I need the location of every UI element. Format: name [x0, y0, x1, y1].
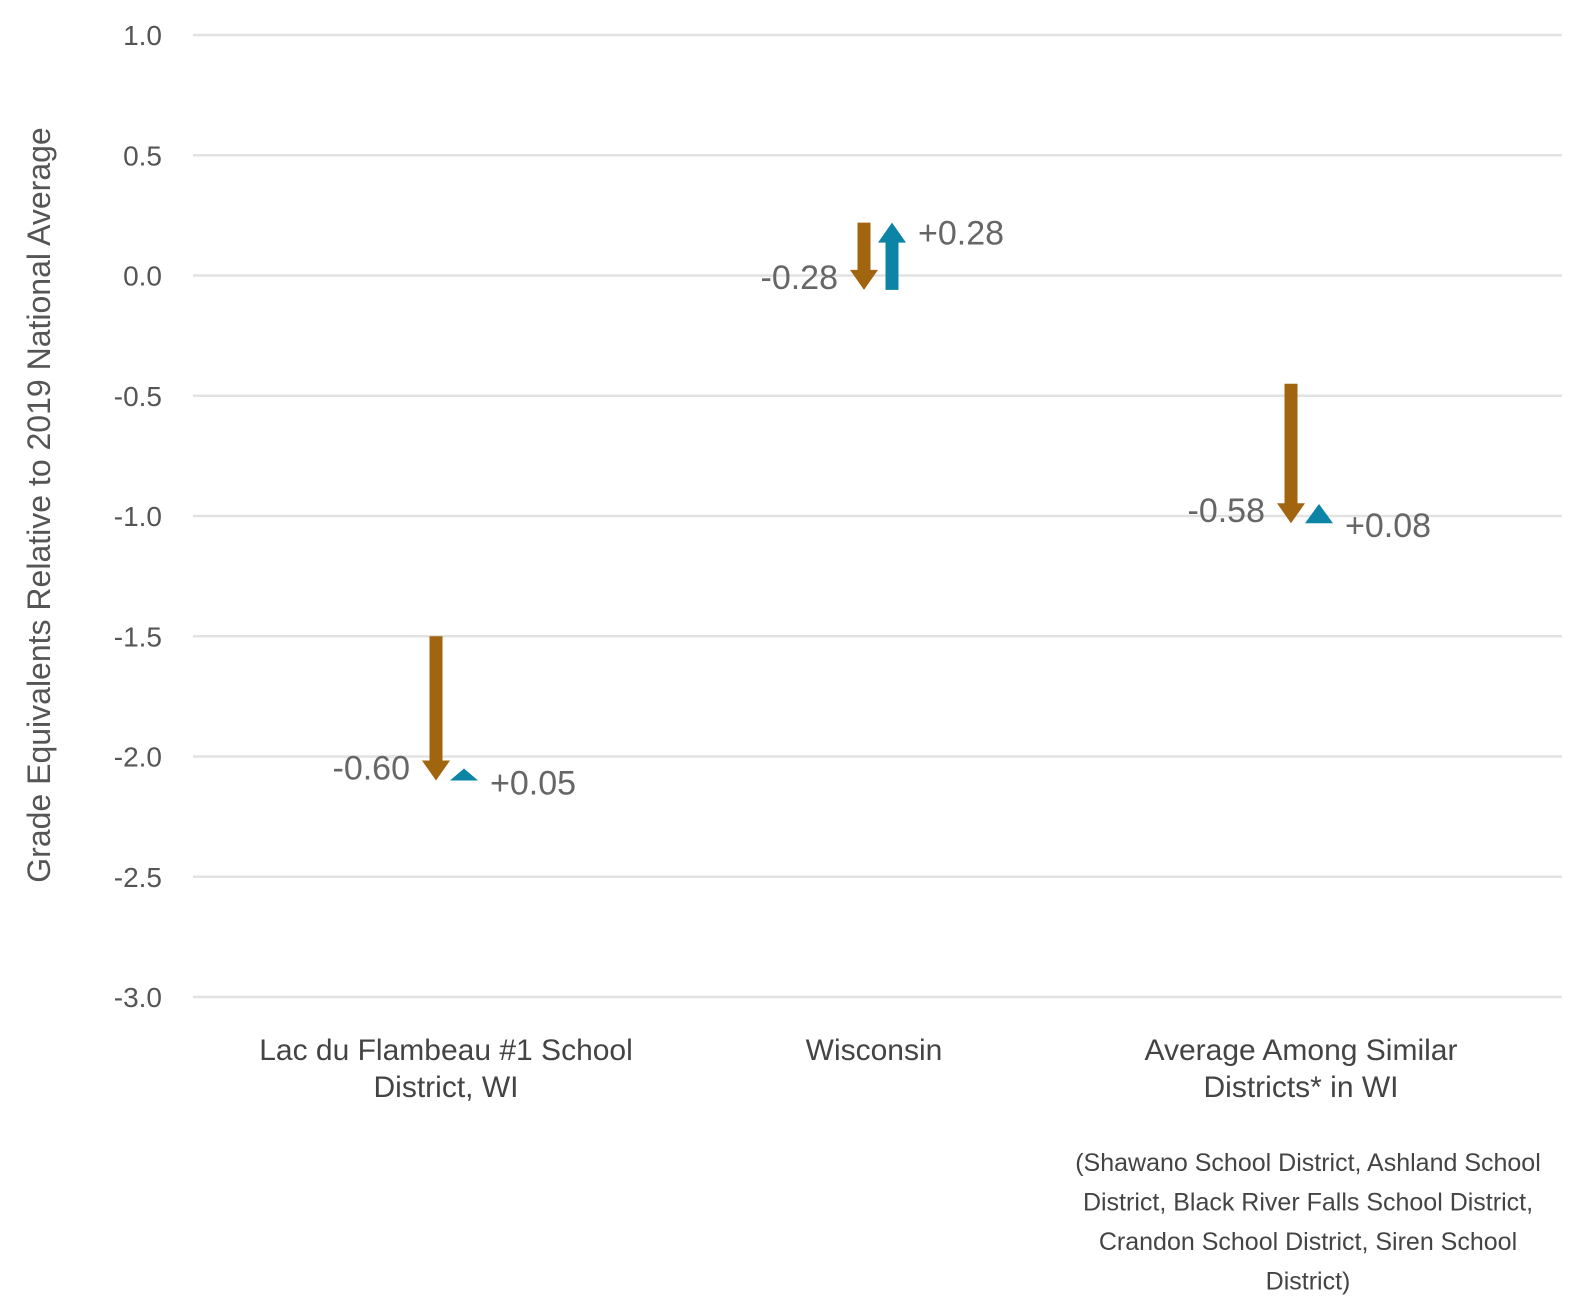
decline-label: -0.58 — [1188, 492, 1266, 530]
decline-arrow — [850, 222, 878, 290]
recovery-arrow — [1305, 503, 1333, 524]
data-labels: -0.60 +0.05 -0.28 +0.28 -0.58 +0.08 — [333, 215, 1432, 803]
recovery-label: +0.28 — [918, 215, 1004, 253]
y-axis-label: Grade Equivalents Relative to 2019 Natio… — [21, 127, 57, 882]
category-label: Wisconsin — [806, 1034, 943, 1067]
decline-label: -0.28 — [761, 259, 839, 297]
y-axis-ticks: 1.0 0.5 0.0 -0.5 -1.0 -1.5 -2.0 -2.5 -3.0 — [114, 20, 162, 1013]
category-label: Average Among Similar — [1145, 1034, 1458, 1067]
footnote-line: District, Black River Falls School Distr… — [1083, 1189, 1533, 1217]
category-label: District, WI — [374, 1071, 519, 1104]
arrows — [422, 222, 1333, 781]
y-tick-label: -3.0 — [114, 982, 162, 1013]
footnote-line: (Shawano School District, Ashland School — [1075, 1149, 1541, 1177]
y-tick-label: -1.0 — [114, 501, 162, 532]
decline-arrow — [422, 636, 450, 781]
recovery-label: +0.08 — [1345, 507, 1431, 545]
recovery-arrow — [450, 768, 478, 781]
category-label: Districts* in WI — [1204, 1071, 1399, 1104]
footnote-line: District) — [1266, 1268, 1351, 1296]
y-tick-label: -1.5 — [114, 621, 162, 652]
y-tick-label: 0.5 — [123, 140, 162, 171]
y-tick-label: -0.5 — [114, 381, 162, 412]
recovery-label: +0.05 — [490, 765, 576, 803]
y-tick-label: 0.0 — [123, 261, 162, 292]
x-axis-categories: Lac du Flambeau #1 School District, WI Wis… — [259, 1034, 1457, 1104]
decline-arrow — [1277, 383, 1305, 524]
y-tick-label: 1.0 — [123, 20, 162, 51]
category-label: Lac du Flambeau #1 School — [259, 1034, 633, 1067]
recovery-arrow — [878, 222, 906, 290]
footnote-line: Crandon School District, Siren School — [1099, 1228, 1517, 1256]
y-tick-label: -2.5 — [114, 862, 162, 893]
gridlines — [193, 33, 1562, 999]
footnote: (Shawano School District, Ashland School… — [1075, 1149, 1541, 1296]
decline-label: -0.60 — [333, 750, 411, 788]
y-tick-label: -2.0 — [114, 742, 162, 773]
